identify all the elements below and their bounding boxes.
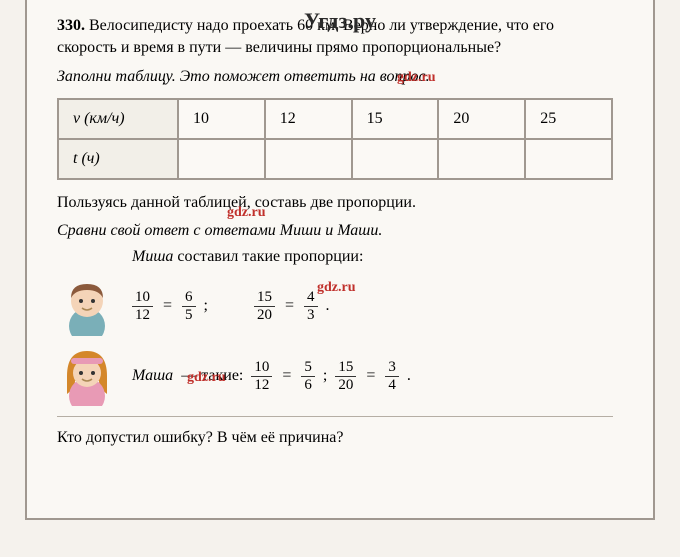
watermark-gdz: gdz.ru bbox=[227, 205, 266, 221]
table-row-t: t (ч) bbox=[58, 139, 612, 179]
equals: = bbox=[282, 367, 291, 385]
equals: = bbox=[366, 367, 375, 385]
table-cell[interactable] bbox=[352, 139, 439, 179]
misha-intro-text: составил такие пропорции: bbox=[173, 248, 363, 265]
masha-block: Маша — такие: 1012 = 56 ; 1520 = 34 . bbox=[57, 346, 613, 406]
fraction: 43 bbox=[304, 289, 318, 323]
table-cell[interactable] bbox=[178, 139, 265, 179]
table-cell: 12 bbox=[265, 99, 352, 139]
instruction-fill-table: Заполни таблицу. Это поможет ответить на… bbox=[57, 68, 613, 86]
fraction: 34 bbox=[385, 359, 399, 393]
watermark-gdz: gdz.ru bbox=[397, 70, 436, 86]
semicolon: ; bbox=[204, 297, 208, 315]
fraction: 1520 bbox=[335, 359, 356, 393]
misha-name: Миша bbox=[132, 248, 173, 265]
row-label-v: v (км/ч) bbox=[58, 99, 178, 139]
table-cell[interactable] bbox=[265, 139, 352, 179]
instruction-proportions: Пользуясь данной таблицей, составь две п… bbox=[57, 192, 613, 214]
fraction: 1012 bbox=[132, 289, 153, 323]
instruction-compare: Сравни свой ответ с ответами Миши и Маши… bbox=[57, 222, 613, 240]
row-label-t: t (ч) bbox=[58, 139, 178, 179]
misha-intro: Миша составил такие пропорции: bbox=[132, 248, 613, 266]
data-table: v (км/ч) 10 12 15 20 25 t (ч) bbox=[57, 98, 613, 180]
period: . bbox=[407, 367, 411, 385]
watermark-gdz: gdz.ru bbox=[187, 370, 226, 386]
fraction: 65 bbox=[182, 289, 196, 323]
problem-number: 330. bbox=[57, 17, 85, 34]
table-cell: 10 bbox=[178, 99, 265, 139]
period: . bbox=[326, 297, 330, 315]
masha-name: Маша bbox=[132, 367, 173, 385]
table-cell[interactable] bbox=[438, 139, 525, 179]
table-cell[interactable] bbox=[525, 139, 612, 179]
problem-container: 330. Велосипедисту надо проехать 60 км. … bbox=[25, 0, 655, 520]
equals: = bbox=[163, 297, 172, 315]
fraction: 1520 bbox=[254, 289, 275, 323]
table-row-v: v (км/ч) 10 12 15 20 25 bbox=[58, 99, 612, 139]
watermark-top: Угдз.ру bbox=[304, 8, 376, 34]
misha-avatar bbox=[57, 276, 117, 336]
watermark-gdz: gdz.ru bbox=[317, 280, 356, 296]
semicolon: ; bbox=[323, 367, 327, 385]
masha-formulas: Маша — такие: 1012 = 56 ; 1520 = 34 . bbox=[132, 359, 411, 393]
table-cell: 25 bbox=[525, 99, 612, 139]
equals: = bbox=[285, 297, 294, 315]
fraction: 56 bbox=[301, 359, 315, 393]
misha-formulas: 1012 = 65 ; 1520 = 43 . bbox=[132, 289, 330, 323]
masha-avatar bbox=[57, 346, 117, 406]
final-question: Кто допустил ошибку? В чём её причина? bbox=[57, 427, 613, 449]
table-cell: 20 bbox=[438, 99, 525, 139]
fraction: 1012 bbox=[251, 359, 272, 393]
divider bbox=[57, 416, 613, 417]
table-cell: 15 bbox=[352, 99, 439, 139]
